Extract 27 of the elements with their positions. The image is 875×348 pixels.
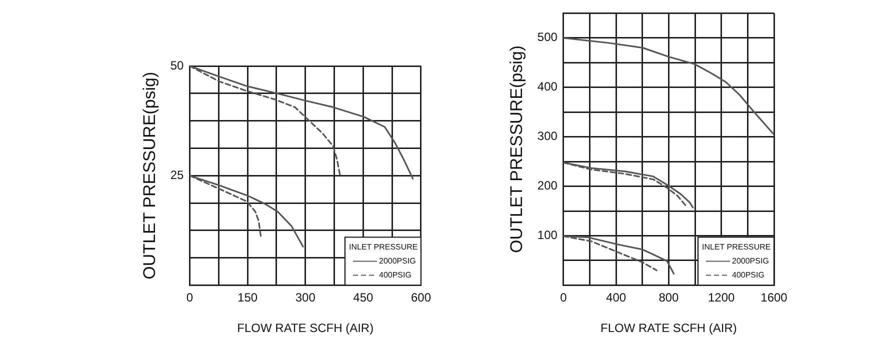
legend-title: INLET PRESSURE <box>348 242 418 252</box>
x-tick-label: 0 <box>186 290 194 305</box>
y-tick-label: 50 <box>170 58 184 72</box>
y-tick-label: 200 <box>537 178 558 193</box>
legend-label: 2000PSIG <box>378 256 416 266</box>
y-tick-label: 400 <box>537 80 558 94</box>
x-axis-title: FLOW RATE SCFH (AIR) <box>237 321 374 336</box>
x-tick-label: 400 <box>606 290 626 305</box>
legend-label: 400PSIG <box>378 270 412 280</box>
x-tick-label: 600 <box>410 290 432 305</box>
x-tick-label: 450 <box>353 290 374 305</box>
y-tick-label: 25 <box>170 168 184 182</box>
x-tick-label: 150 <box>238 290 258 305</box>
y-tick-label: 100 <box>537 228 558 242</box>
legend-title: INLET PRESSURE <box>702 242 771 252</box>
x-axis-title: FLOW RATE SCFH (AIR) <box>600 321 737 336</box>
x-tick-label: 1600 <box>760 290 788 305</box>
x-tick-label: 0 <box>560 290 568 305</box>
y-tick-label: 300 <box>537 129 558 144</box>
y-axis-title: OUTLET PRESSURE(psig) <box>506 45 526 253</box>
x-tick-label: 800 <box>658 290 680 305</box>
x-tick-label: 300 <box>295 290 316 305</box>
x-tick-label: 1200 <box>708 290 736 305</box>
legend-label: 400PSIG <box>732 270 764 280</box>
legend-label: 2000PSIG <box>732 256 769 266</box>
y-tick-label: 500 <box>537 30 558 44</box>
y-axis-title: OUTLET PRESSURE(psig) <box>140 72 159 280</box>
